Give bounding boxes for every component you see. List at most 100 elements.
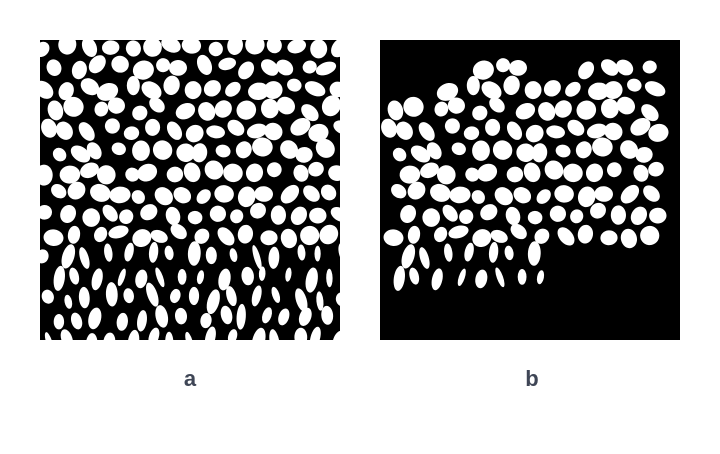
cell-blob: [575, 141, 592, 159]
cell-blob: [381, 118, 397, 138]
cell-blob: [52, 147, 67, 162]
cell-blob: [309, 326, 321, 340]
cell-blob: [504, 245, 514, 261]
cell-blob: [442, 204, 458, 222]
cell-blob: [588, 82, 610, 101]
cell-blob: [488, 242, 499, 263]
cell-blob: [297, 244, 306, 261]
cell-blob: [123, 126, 140, 141]
cell-blob: [565, 81, 581, 97]
cell-blob: [577, 224, 594, 244]
cell-blob: [40, 80, 54, 99]
cell-blob: [448, 225, 469, 239]
cell-blob: [141, 81, 162, 100]
cell-blob: [321, 95, 340, 117]
cell-blob: [505, 206, 521, 226]
cell-blob: [641, 104, 659, 122]
cell-blob: [644, 81, 666, 97]
cell-blob: [61, 244, 76, 269]
cell-blob: [640, 225, 660, 246]
cell-blob: [132, 140, 150, 161]
cell-blob: [557, 227, 575, 246]
cell-blob: [270, 205, 287, 225]
cell-blob: [196, 189, 211, 204]
cell-blob: [451, 142, 466, 156]
cell-blob: [58, 40, 77, 55]
cell-blob: [235, 141, 252, 159]
cell-blob: [200, 313, 212, 329]
cell-blob: [570, 209, 584, 224]
cell-blob: [223, 163, 243, 183]
cell-blob: [295, 288, 308, 312]
cell-blob: [321, 305, 334, 325]
cell-blob: [308, 161, 324, 177]
cell-blob: [302, 60, 317, 74]
cell-blob: [534, 228, 550, 244]
cell-blob: [102, 204, 118, 222]
cell-blob: [536, 189, 551, 204]
cell-blob: [208, 41, 223, 57]
cell-blob: [630, 206, 648, 225]
cell-blob: [516, 143, 536, 162]
cell-blob: [260, 98, 279, 119]
cell-blob: [546, 125, 565, 139]
cell-blob: [616, 59, 634, 76]
cell-blob: [218, 268, 231, 291]
cell-blob: [196, 54, 213, 75]
cell-blob: [472, 60, 494, 80]
cell-blob: [260, 230, 278, 246]
cell-blob: [309, 207, 327, 224]
cell-blob: [185, 124, 204, 143]
cell-blob: [290, 206, 308, 225]
cell-blob: [245, 163, 264, 183]
cell-blob: [472, 105, 488, 121]
cell-blob: [263, 81, 283, 100]
cell-blob: [96, 165, 116, 185]
cell-blob: [107, 97, 125, 114]
cell-blob: [206, 289, 220, 315]
cell-blob: [132, 105, 148, 121]
cell-blob: [554, 185, 574, 203]
cell-blob: [59, 165, 81, 184]
cell-blob: [549, 205, 567, 222]
cell-blob: [434, 226, 448, 243]
cell-blob: [457, 268, 466, 286]
cell-blob: [246, 123, 268, 139]
cell-blob: [78, 122, 95, 141]
cell-blob: [400, 204, 417, 224]
cell-blob: [503, 75, 520, 95]
cell-blob: [276, 96, 296, 115]
cell-blob: [298, 307, 312, 326]
cell-blob: [635, 147, 653, 163]
cell-blob: [294, 327, 308, 340]
cell-blob: [155, 267, 165, 288]
cell-blob: [156, 58, 171, 73]
cell-blob: [149, 97, 165, 113]
cell-blob: [472, 229, 492, 248]
cell-blob: [407, 181, 426, 200]
cell-blob: [117, 268, 126, 286]
cell-blob: [198, 102, 216, 121]
cell-blob: [137, 310, 147, 332]
cell-blob: [536, 270, 545, 285]
cell-blob: [490, 229, 508, 243]
cell-blob: [80, 162, 99, 179]
cell-blob: [220, 305, 233, 325]
cell-blob: [391, 184, 407, 199]
cell-blob: [252, 245, 262, 270]
cell-blob: [447, 97, 465, 114]
cell-blob: [166, 121, 183, 140]
cell-blob: [586, 123, 608, 139]
cell-blob: [261, 307, 273, 324]
binary-pattern-masked: [380, 40, 680, 340]
cell-blob: [237, 186, 256, 208]
cell-blob: [187, 241, 201, 266]
cell-blob: [176, 143, 196, 162]
cell-blob: [137, 163, 158, 182]
cell-blob: [174, 307, 188, 325]
cell-blob: [188, 286, 200, 306]
cell-blob: [620, 228, 638, 249]
cell-blob: [472, 140, 490, 161]
cell-blob: [148, 242, 159, 263]
cell-blob: [459, 209, 474, 225]
